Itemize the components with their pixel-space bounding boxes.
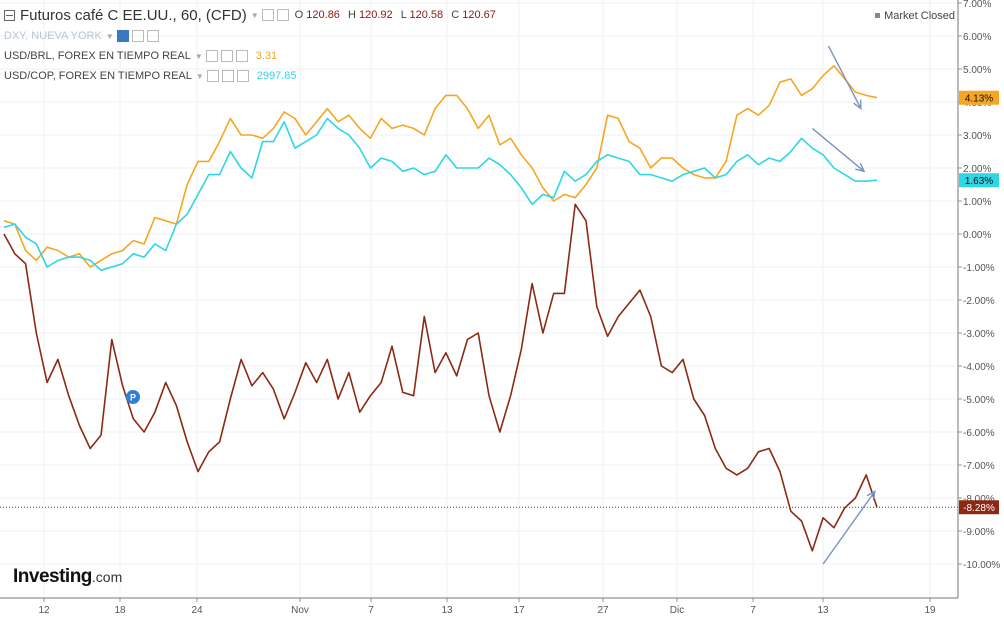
legend-cop-row: USD/COP, FOREX EN TIEMPO REAL ▼ 2997.85 [4, 66, 501, 86]
close-icon[interactable] [235, 50, 248, 62]
p-marker-label: P [130, 393, 136, 403]
series-line-1 [3, 64, 878, 268]
p-marker [126, 390, 140, 404]
settings-icon[interactable] [131, 30, 144, 42]
dropdown-arrow-icon[interactable]: ▼ [105, 31, 114, 41]
x-tick-label: 17 [513, 605, 525, 616]
y-tick-label: -8.00% [963, 494, 995, 505]
x-tick-label: 7 [368, 605, 374, 616]
close-value: 120.67 [462, 9, 496, 21]
y-tick-label: 3.00% [963, 131, 991, 142]
y-tick-label: 0.00% [963, 230, 991, 241]
x-tick-label: Nov [291, 605, 309, 616]
x-tick-label: 12 [38, 605, 50, 616]
settings-icon[interactable] [276, 9, 289, 21]
last-value-badge [959, 500, 999, 515]
y-tick-label: 2.00% [963, 164, 991, 175]
x-tick-label: 13 [441, 605, 453, 616]
y-tick-label: -1.00% [963, 263, 995, 274]
low-value: 120.58 [409, 9, 444, 21]
last-value-label: 1.63% [965, 176, 993, 187]
logo-main: Investing [13, 566, 92, 587]
series-line-2 [3, 117, 878, 272]
y-tick-label: -6.00% [963, 428, 995, 439]
close-icon[interactable] [236, 70, 249, 82]
main-series-title: Futuros café C EE.UU., 60, (CFD) [20, 6, 247, 24]
annotation-arrow [811, 127, 865, 172]
y-tick-label: -3.00% [963, 329, 995, 340]
open-value: 120.86 [306, 9, 340, 21]
y-tick-label: 5.00% [963, 65, 991, 76]
annotation-arrowhead [855, 162, 866, 173]
y-tick-label: -10.00% [963, 560, 1000, 571]
close-icon[interactable] [146, 30, 159, 42]
low-label: L [400, 9, 407, 21]
x-tick-label: Dic [670, 605, 684, 616]
collapse-icon[interactable] [4, 9, 15, 21]
x-tick-label: 13 [817, 605, 829, 616]
market-status: Market Closed [875, 10, 955, 22]
y-tick-label: -4.00% [963, 362, 995, 373]
brl-label: USD/BRL, FOREX EN TIEMPO REAL [4, 50, 191, 62]
legend-main-row: Futuros café C EE.UU., 60, (CFD) ▼ O 120… [4, 4, 501, 26]
series-line-0 [3, 203, 878, 552]
last-value-label: -8.28% [963, 503, 995, 514]
eye-icon[interactable] [206, 70, 219, 82]
ohlc-values: O 120.86 H 120.92 L 120.58 C 120.67 [295, 9, 501, 21]
settings-icon[interactable] [221, 70, 234, 82]
legend-dxy-row: DXY, NUEVA YORK ▼ [4, 26, 501, 46]
y-tick-label: -5.00% [963, 395, 995, 406]
dropdown-arrow-icon[interactable]: ▼ [250, 10, 259, 20]
settings-icon[interactable] [220, 50, 233, 62]
high-label: H [348, 9, 356, 21]
cop-label: USD/COP, FOREX EN TIEMPO REAL [4, 70, 192, 82]
last-value-label: 4.13% [965, 94, 993, 105]
annotation-arrow [827, 45, 862, 109]
logo-suffix: .com [91, 569, 123, 585]
status-dot-icon [875, 13, 881, 18]
annotation-arrow [822, 490, 876, 565]
close-label: C [451, 9, 460, 21]
x-tick-label: 24 [191, 605, 203, 616]
y-tick-label: -7.00% [963, 461, 995, 472]
cop-value: 2997.85 [256, 70, 297, 82]
y-tick-label: 6.00% [963, 32, 991, 43]
y-tick-label: 1.00% [963, 197, 991, 208]
high-value: 120.92 [359, 9, 393, 21]
market-status-text: Market Closed [884, 10, 955, 22]
dxy-label: DXY, NUEVA YORK [4, 30, 102, 42]
investing-logo: Investing.com [13, 566, 122, 588]
x-tick-label: 7 [750, 605, 756, 616]
open-label: O [294, 9, 304, 21]
dropdown-arrow-icon[interactable]: ▼ [195, 71, 204, 81]
x-tick-label: 18 [114, 605, 126, 616]
x-tick-label: 27 [597, 605, 609, 616]
eye-icon[interactable] [261, 9, 274, 21]
annotation-arrowhead [866, 490, 876, 501]
chart-legend: Futuros café C EE.UU., 60, (CFD) ▼ O 120… [4, 4, 501, 86]
annotation-arrowhead [853, 99, 862, 111]
eye-icon[interactable] [205, 50, 218, 62]
y-tick-label: 7.00% [963, 0, 991, 10]
x-tick-label: 19 [924, 605, 936, 616]
brl-value: 3.31 [255, 50, 278, 62]
legend-brl-row: USD/BRL, FOREX EN TIEMPO REAL ▼ 3.31 [4, 46, 501, 66]
dropdown-arrow-icon[interactable]: ▼ [194, 51, 203, 61]
y-tick-label: -2.00% [963, 296, 995, 307]
eye-icon[interactable] [116, 30, 129, 42]
last-value-badge [959, 90, 999, 105]
last-value-badge [959, 173, 999, 188]
y-tick-label: -9.00% [963, 527, 995, 538]
